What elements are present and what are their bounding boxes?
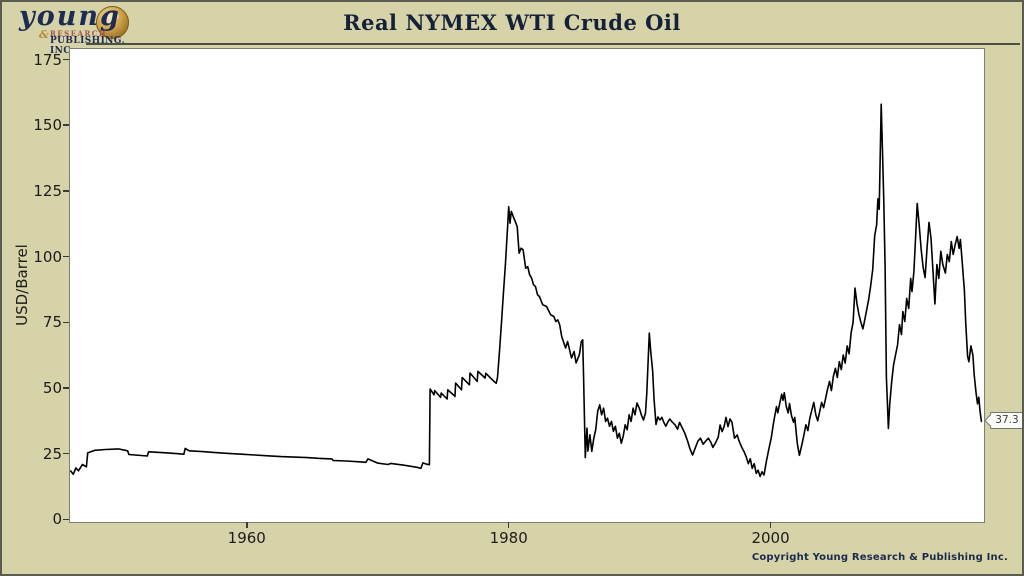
y-tick-label: 75 — [42, 313, 62, 332]
y-tick-label: 50 — [42, 378, 62, 397]
y-tick-label: 125 — [33, 181, 62, 200]
price-series-line — [70, 103, 983, 478]
header-divider — [86, 43, 1020, 45]
y-axis-label: USD/Barrel — [13, 244, 31, 326]
last-value-callout: 37.3 — [984, 412, 1022, 429]
y-tick-label: 150 — [33, 116, 62, 135]
young-research-logo: young & RESEARCH PUBLISHING, INC. — [12, 1, 142, 56]
y-tick-label: 25 — [42, 444, 62, 463]
plot-area — [69, 48, 985, 523]
x-tick-label: 1980 — [489, 529, 528, 547]
copyright-notice: Copyright Young Research & Publishing In… — [751, 552, 1008, 563]
y-tick-label: 0 — [52, 510, 62, 529]
chart-title: Real NYMEX WTI Crude Oil — [343, 10, 681, 35]
price-line-chart — [70, 103, 983, 478]
logo-research-text: RESEARCH — [50, 29, 107, 38]
last-value-text: 37.3 — [995, 414, 1019, 426]
globe-icon — [96, 6, 129, 39]
logo-wordmark: young — [19, 1, 121, 32]
logo-publishing-text: PUBLISHING, INC. — [50, 36, 126, 56]
x-tick-label: 1960 — [227, 529, 266, 547]
logo-ampersand: & — [39, 28, 49, 41]
x-tick-label: 2000 — [751, 529, 790, 547]
y-tick-label: 100 — [33, 247, 62, 266]
